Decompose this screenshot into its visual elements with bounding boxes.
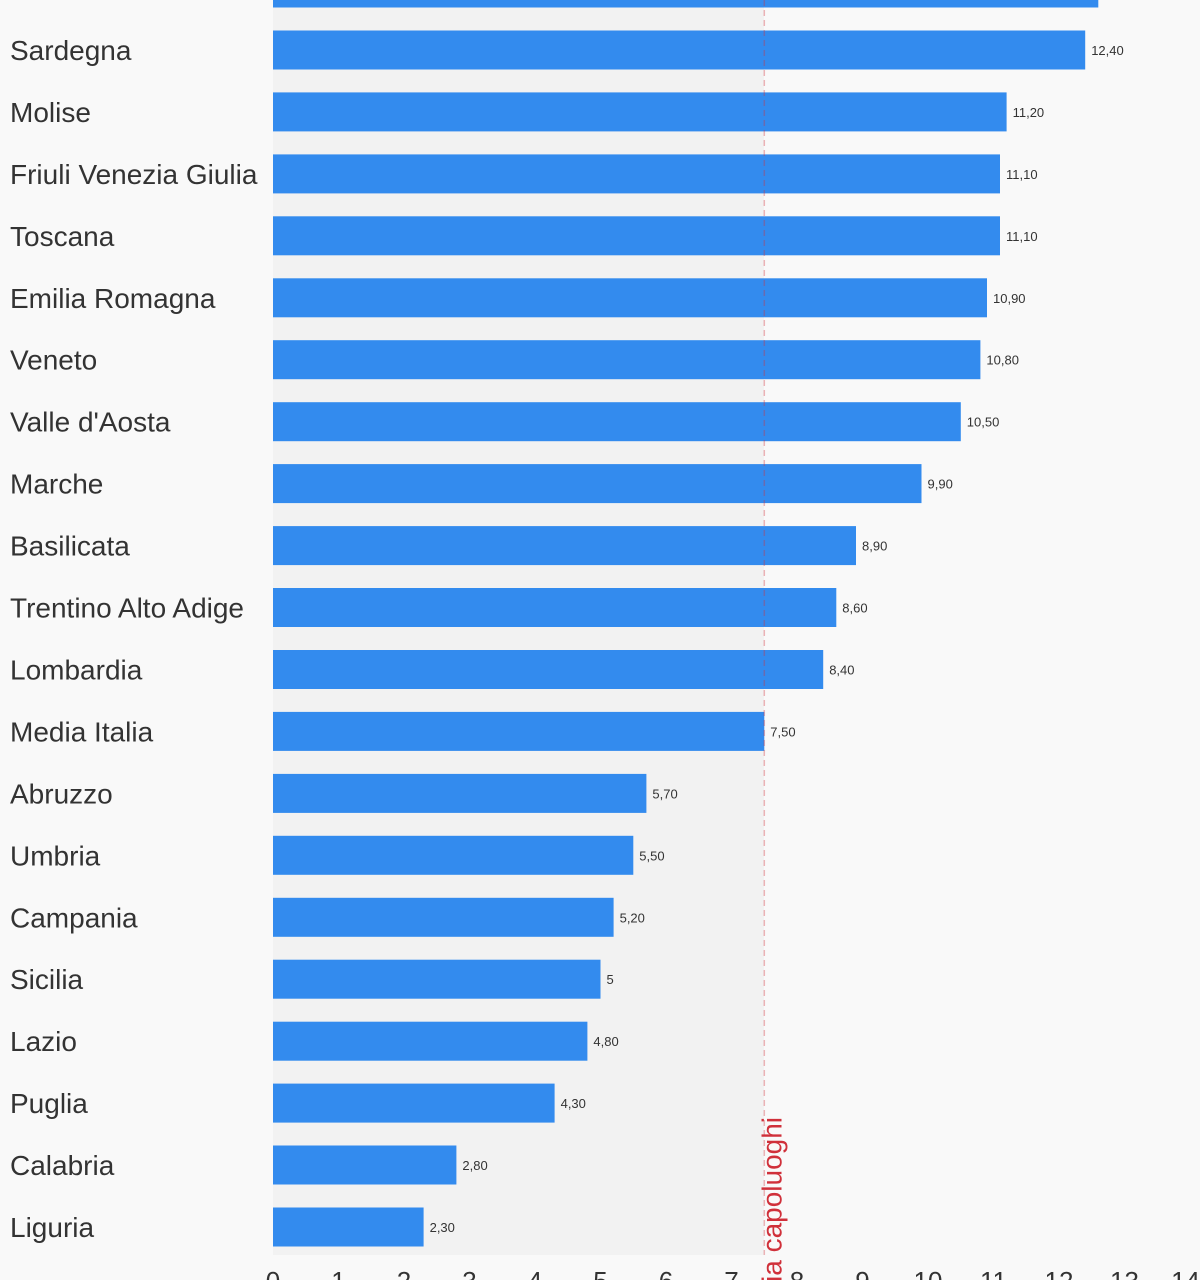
x-tick-label: 12 — [1045, 1266, 1074, 1280]
x-axis-ticks: 01234567891011121314 — [266, 1266, 1200, 1280]
category-label: Puglia — [10, 1088, 88, 1119]
category-label: Lombardia — [10, 655, 143, 686]
bar — [273, 1021, 588, 1061]
x-tick-label: 4 — [528, 1266, 542, 1280]
value-label: 4,80 — [593, 1034, 618, 1049]
bar — [273, 959, 601, 999]
x-tick-label: 0 — [266, 1266, 280, 1280]
x-tick-label: 11 — [980, 1266, 1007, 1280]
category-label: Umbria — [10, 840, 101, 871]
value-label: 11,10 — [1006, 229, 1038, 244]
bar — [273, 0, 1099, 8]
value-label: 2,80 — [462, 1158, 487, 1173]
value-label: 4,30 — [561, 1096, 586, 1111]
value-label: 10,90 — [993, 291, 1026, 306]
bar — [273, 464, 922, 504]
x-tick-label: 3 — [462, 1266, 476, 1280]
category-label: Molise — [10, 97, 91, 128]
bar — [273, 340, 981, 380]
bar — [273, 216, 1000, 256]
x-tick-label: 10 — [914, 1266, 943, 1280]
category-label: Emilia Romagna — [10, 283, 216, 314]
category-label: Marche — [10, 469, 103, 500]
x-tick-label: 13 — [1110, 1266, 1139, 1280]
value-label: 8,90 — [862, 539, 887, 554]
category-label: Liguria — [10, 1212, 94, 1243]
bar — [273, 154, 1000, 194]
category-label: Basilicata — [10, 531, 130, 562]
value-labels: 12,40 11,20 11,10 11,10 10,90 10,80 10,50 9,90 8… — [430, 43, 1124, 1235]
category-label: Abruzzo — [10, 778, 113, 809]
category-label: Calabria — [10, 1150, 115, 1181]
x-tick-label: 7 — [724, 1266, 738, 1280]
bar — [273, 30, 1086, 70]
bar — [273, 1083, 555, 1123]
bar — [273, 588, 837, 627]
category-label: Sardegna — [10, 35, 132, 66]
x-tick-label: 6 — [659, 1266, 673, 1280]
bars — [273, 0, 1099, 1247]
value-label: 5,50 — [639, 848, 664, 863]
x-tick-label: 1 — [331, 1266, 345, 1280]
category-labels: Sardegna Molise Friuli Venezia Giulia Tosca… — [10, 35, 258, 1243]
x-tick-label: 8 — [790, 1266, 804, 1280]
value-label: 12,40 — [1091, 43, 1124, 58]
bar — [273, 650, 824, 689]
category-label: Toscana — [10, 221, 115, 252]
bar — [273, 711, 765, 751]
value-label: 8,60 — [842, 601, 867, 616]
category-label: Trentino Alto Adige — [10, 593, 244, 624]
value-label: 8,40 — [829, 663, 854, 678]
x-tick-label: 5 — [593, 1266, 607, 1280]
bar — [273, 897, 614, 937]
bar — [273, 1145, 457, 1185]
category-label: Campania — [10, 902, 138, 933]
bar — [273, 1207, 424, 1247]
x-tick-label: 2 — [397, 1266, 411, 1280]
value-label: 10,50 — [967, 415, 1000, 430]
category-label: Sicilia — [10, 964, 84, 995]
bar — [273, 835, 634, 875]
category-label: Media Italia — [10, 716, 154, 747]
category-label: Lazio — [10, 1026, 77, 1057]
category-label: Valle d'Aosta — [10, 407, 171, 438]
value-label: 7,50 — [770, 724, 795, 739]
value-label: 2,30 — [430, 1220, 455, 1235]
category-label: Veneto — [10, 345, 97, 376]
category-label: Friuli Venezia Giulia — [10, 159, 258, 190]
bar — [273, 278, 987, 318]
reference-line-label: ia capoluoghi — [756, 1117, 787, 1280]
value-label: 9,90 — [928, 477, 953, 492]
bar — [273, 92, 1007, 132]
bar — [273, 402, 961, 442]
bar — [273, 773, 647, 813]
value-label: 5,70 — [652, 786, 677, 801]
x-tick-label: 14 — [1171, 1266, 1200, 1280]
value-label: 11,20 — [1013, 105, 1045, 120]
value-label: 11,10 — [1006, 167, 1038, 182]
bar — [273, 526, 856, 566]
x-tick-label: 9 — [855, 1266, 869, 1280]
value-label: 5,20 — [620, 910, 645, 925]
value-label: 5 — [607, 972, 614, 987]
value-label: 10,80 — [986, 353, 1019, 368]
